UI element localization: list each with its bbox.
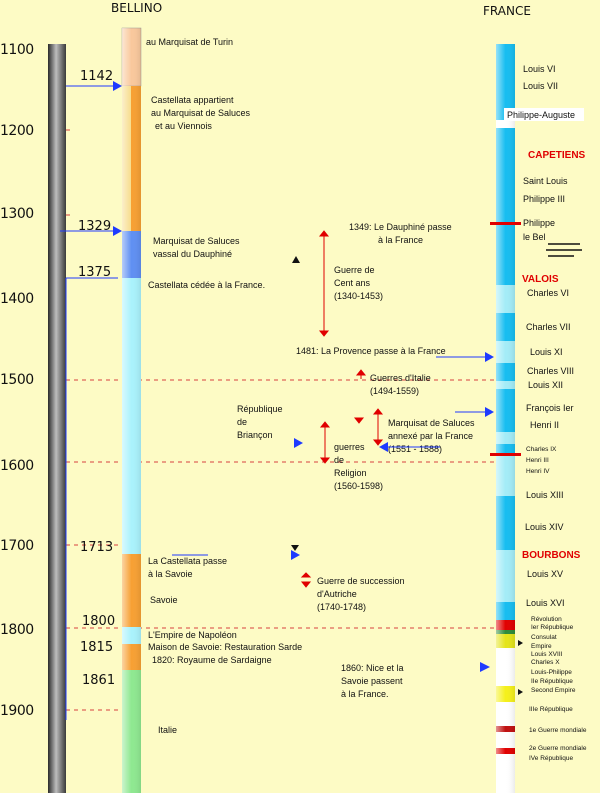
regime-label: Louis-Philippe — [531, 669, 572, 676]
ruler-label: le Bel — [523, 232, 546, 242]
ruler-label: Philippe III — [523, 194, 565, 204]
ruler-label: Saint Louis — [523, 176, 568, 186]
decor-lines — [546, 243, 582, 257]
century-label: 1600 — [0, 458, 34, 474]
event-autriche: Guerre de succession d'Autriche (1740-17… — [317, 576, 407, 612]
event-cent-ans: Guerre de Cent ans (1340-1453) — [334, 265, 383, 301]
events: 1349: Le Dauphiné passe à la France Guer… — [237, 222, 477, 699]
event-arrows — [291, 256, 494, 672]
century-label: 1400 — [0, 291, 34, 307]
ruler-label: Henri IV — [526, 468, 550, 475]
century-labels: 1100 1200 1300 1400 1500 1600 1700 1800 … — [0, 42, 34, 719]
bellino-label-savoie: Savoie — [150, 595, 178, 605]
bellino-label-sarde: Maison de Savoie: Restauration Sarde — [148, 642, 302, 652]
ruler-label: Louis XIII — [526, 490, 564, 500]
range-brackets — [300, 230, 384, 588]
century-label: 1900 — [0, 703, 34, 719]
regime-label: IIIe République — [529, 706, 573, 713]
event-briancon: République de Briançon — [237, 404, 285, 440]
dynasty-label: VALOIS — [522, 274, 559, 285]
france-small-arrows — [518, 640, 523, 695]
ruler-label: Louis XIV — [525, 522, 564, 532]
france-ruler-labels: Louis VI Louis VII Philippe-Auguste Sain… — [504, 64, 584, 608]
regime-label: Ier République — [531, 624, 574, 631]
regime-label: Charles X — [531, 659, 560, 666]
event-dauphine: 1349: Le Dauphiné passe à la France — [349, 222, 454, 245]
date-markers: 1142 1329 1375 1713 1800 1815 1861 — [78, 69, 115, 688]
bellino-label-italie: Italie — [158, 725, 177, 735]
bellino-label-france: Castellata cédée à la France. — [148, 280, 265, 290]
bellino-header: BELLINO — [111, 1, 162, 15]
century-label: 1100 — [0, 42, 34, 58]
bellino-label-turin: au Marquisat de Turin — [146, 37, 233, 47]
ruler-label: Louis XII — [528, 380, 563, 390]
ruler-label: Louis VII — [523, 81, 558, 91]
regime-label: Empire — [531, 643, 552, 650]
date-pointer-heads — [113, 81, 122, 236]
date-marker: 1142 — [80, 69, 113, 84]
dynasty-label: CAPETIENS — [528, 150, 586, 161]
regime-label: 1e Guerre mondiale — [529, 727, 587, 734]
century-label: 1500 — [0, 372, 34, 388]
date-marker: 1800 — [82, 614, 115, 629]
bellino-labels: au Marquisat de Turin Castellata apparti… — [146, 37, 302, 735]
event-religion: guerres de Religion (1560-1598) — [334, 442, 383, 491]
bellino-column — [121, 27, 142, 793]
date-marker: 1713 — [80, 540, 113, 555]
ruler-label: Louis XI — [530, 347, 563, 357]
century-label: 1200 — [0, 123, 34, 139]
century-label: 1800 — [0, 622, 34, 638]
france-header: FRANCE — [483, 4, 531, 18]
france-small-labels: Révolution Ier République Consulat Empir… — [529, 616, 587, 762]
century-label: 1700 — [0, 538, 34, 554]
regime-label: Révolution — [531, 616, 562, 623]
regime-label: IVe République — [529, 755, 573, 762]
bellino-label-savoie-pass: La Castellata passe à la Savoie — [148, 556, 230, 579]
ruler-label: François Ier — [526, 403, 574, 413]
event-provence: 1481: La Provence passe à la France — [296, 346, 446, 356]
time-axis-bar — [48, 44, 66, 793]
date-marker: 1329 — [78, 219, 111, 234]
date-marker: 1815 — [80, 640, 113, 655]
ruler-label: Charles VII — [526, 322, 571, 332]
bellino-label-saluces: Castellata appartient au Marquisat de Sa… — [151, 95, 253, 131]
regime-label: Louis XVIII — [531, 651, 563, 658]
bellino-label-dauphine: Marquisat de Saluces vassal du Dauphiné — [153, 236, 242, 259]
ruler-label: Charles VIII — [527, 366, 574, 376]
ruler-label: Charles VI — [527, 288, 569, 298]
bellino-label-napoleon: L'Empire de Napoléon — [148, 630, 237, 640]
ruler-label: Henri III — [526, 457, 549, 464]
regime-label: IIe République — [531, 678, 573, 685]
france-red-markers — [490, 222, 521, 456]
ruler-label: Philippe-Auguste — [507, 110, 575, 120]
dynasty-labels: CAPETIENS VALOIS BOURBONS — [522, 150, 586, 561]
ruler-label: Henri II — [530, 420, 559, 430]
event-saluces-annexe: Marquisat de Saluces annexé par la Franc… — [388, 418, 477, 454]
event-italie: Guerres d'Italie (1494-1559) — [370, 373, 433, 396]
bellino-label-sardaigne: 1820: Royaume de Sardaigne — [152, 655, 272, 665]
regime-label: Consulat — [531, 634, 557, 641]
event-nice-savoie: 1860: Nice et la Savoie passent à la Fra… — [341, 663, 406, 699]
ruler-label: Louis VI — [523, 64, 556, 74]
date-marker: 1375 — [78, 265, 111, 280]
date-marker: 1861 — [82, 673, 115, 688]
regime-label: 2e Guerre mondiale — [529, 745, 587, 752]
ruler-label: Charles IX — [526, 446, 557, 453]
date-pointers — [60, 85, 118, 720]
france-column — [496, 44, 515, 793]
dynasty-label: BOURBONS — [522, 550, 581, 561]
ruler-label: Philippe — [523, 218, 555, 228]
ruler-label: Louis XV — [527, 569, 563, 579]
regime-label: Second Empire — [531, 687, 576, 694]
century-label: 1300 — [0, 206, 34, 222]
ruler-label: Louis XVI — [526, 598, 565, 608]
